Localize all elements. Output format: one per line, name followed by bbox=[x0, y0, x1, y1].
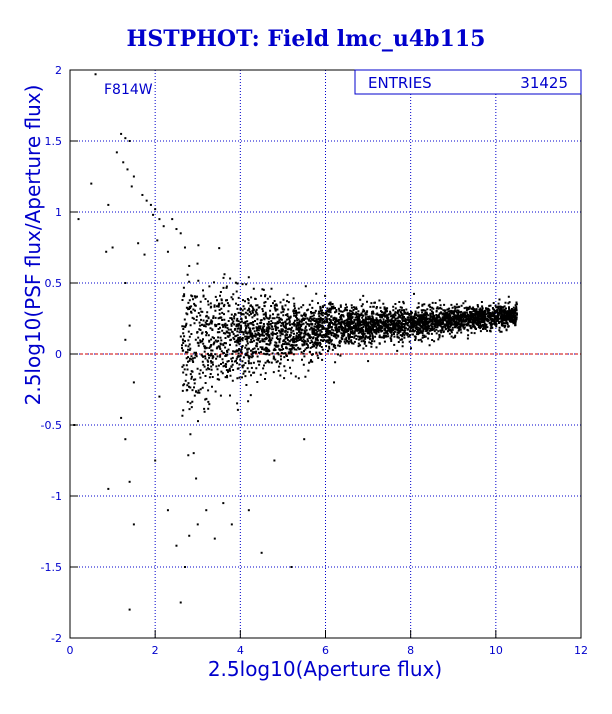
scatter-point bbox=[107, 487, 110, 490]
scatter-point bbox=[128, 324, 131, 327]
scatter-point bbox=[156, 239, 159, 242]
scatter-point bbox=[333, 381, 336, 384]
scatter-point bbox=[107, 203, 110, 206]
scatter-point bbox=[260, 551, 263, 554]
scatter-point bbox=[132, 175, 135, 178]
y-axis-label: 2.5log10(PSF flux/Aperture flux) bbox=[21, 85, 45, 406]
x-tick-label: 10 bbox=[489, 644, 503, 657]
scatter-point bbox=[162, 225, 165, 228]
scatter-point bbox=[188, 264, 191, 267]
scatter-point bbox=[183, 566, 186, 568]
y-tick-label: 2 bbox=[55, 64, 62, 77]
y-tick-label: 0 bbox=[55, 348, 62, 361]
scatter-point bbox=[128, 140, 131, 142]
scatter-point bbox=[145, 199, 148, 202]
scatter-point bbox=[367, 360, 370, 363]
scatter-point bbox=[290, 566, 293, 568]
scatter-point bbox=[183, 246, 186, 249]
scatter-point bbox=[124, 338, 127, 341]
scatter-point bbox=[120, 132, 123, 135]
scatter-point bbox=[124, 282, 127, 284]
scatter-point bbox=[90, 182, 93, 185]
x-tick-label: 4 bbox=[237, 644, 244, 657]
y-tick-label: 1.5 bbox=[45, 135, 63, 148]
scatter-point bbox=[122, 161, 125, 164]
scatter-point bbox=[115, 151, 118, 154]
scatter-point bbox=[149, 203, 152, 206]
scatter-point bbox=[175, 228, 178, 231]
scatter-point bbox=[137, 242, 140, 245]
scatter-point bbox=[128, 480, 131, 483]
points-layer bbox=[73, 73, 519, 611]
y-tick-label: -1 bbox=[51, 490, 62, 503]
x-tick-label: 6 bbox=[322, 644, 329, 657]
scatter-point bbox=[222, 502, 225, 505]
scatter-point bbox=[124, 137, 127, 140]
y-tick-label: -0.5 bbox=[41, 419, 62, 432]
scatter-point bbox=[141, 193, 144, 196]
scatter-point bbox=[152, 213, 155, 216]
scatter-point bbox=[124, 438, 127, 441]
filter-label: F814W bbox=[104, 82, 153, 98]
scatter-point bbox=[175, 544, 178, 547]
stats-box-label: ENTRIES bbox=[368, 74, 432, 92]
scatter-point bbox=[128, 608, 131, 611]
scatter-point bbox=[154, 208, 157, 211]
scatter-point bbox=[105, 250, 108, 253]
x-tick-label: 0 bbox=[67, 644, 74, 657]
scatter-point bbox=[230, 523, 233, 526]
scatter-point bbox=[166, 509, 169, 512]
scatter-point bbox=[196, 523, 199, 526]
scatter-dense-cloud bbox=[179, 244, 519, 480]
x-tick-label: 2 bbox=[152, 644, 159, 657]
scatter-point bbox=[130, 185, 133, 188]
scatter-point bbox=[213, 537, 216, 540]
scatter-point bbox=[188, 534, 191, 537]
chart-title: HSTPHOT: Field lmc_u4b115 bbox=[127, 26, 486, 52]
x-tick-label: 8 bbox=[407, 644, 414, 657]
y-tick-label: -2 bbox=[51, 632, 62, 645]
scatter-point bbox=[111, 246, 114, 249]
scatter-point bbox=[205, 509, 208, 512]
stats-box-value: 31425 bbox=[520, 74, 568, 92]
y-tick-label: -1.5 bbox=[41, 561, 62, 574]
scatter-point bbox=[171, 218, 174, 221]
scatter-point bbox=[143, 253, 146, 256]
stats-box bbox=[354, 69, 582, 95]
scatter-point bbox=[247, 509, 250, 512]
scatter-point bbox=[166, 250, 169, 253]
y-tick-label: 0.5 bbox=[45, 277, 63, 290]
scatter-point bbox=[179, 601, 182, 604]
scatter-point bbox=[158, 395, 161, 398]
scatter-point bbox=[126, 168, 129, 171]
x-axis-label: 2.5log10(Aperture flux) bbox=[208, 657, 442, 681]
scatter-point bbox=[94, 73, 97, 76]
scatter-point bbox=[154, 459, 157, 462]
scatter-point bbox=[120, 416, 123, 419]
y-tick-label: 1 bbox=[55, 206, 62, 219]
scatter-point bbox=[273, 459, 276, 462]
scatter-point bbox=[158, 218, 161, 221]
scatter-point bbox=[132, 523, 135, 526]
scatter-point bbox=[77, 218, 80, 221]
scatter-point bbox=[132, 381, 135, 384]
scatter-point bbox=[179, 232, 182, 235]
axis-layer: 0 2 4 6 8 10 12 -2 -1.5 -1 -0.5 0 0.5 1 1.5 2 bbox=[41, 64, 588, 657]
scatter-point bbox=[303, 438, 306, 441]
x-tick-label: 12 bbox=[574, 644, 588, 657]
